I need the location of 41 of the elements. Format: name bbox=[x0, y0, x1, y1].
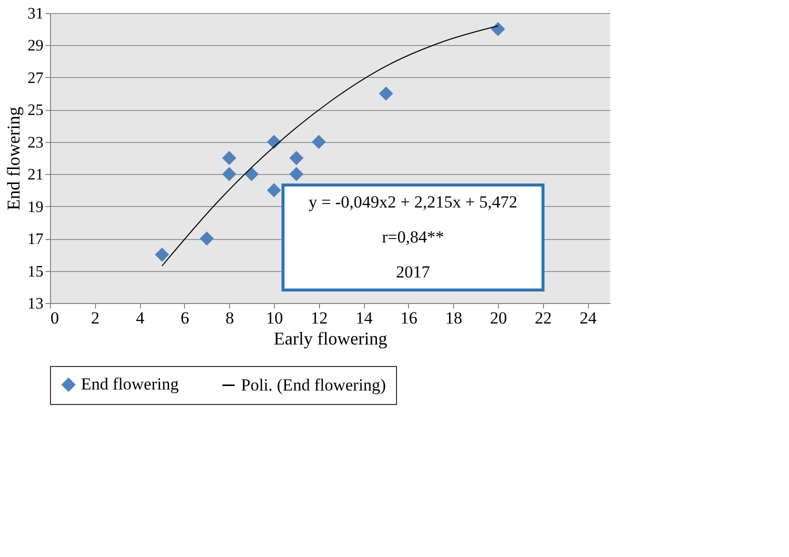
y-tick-label: 27 bbox=[28, 70, 44, 87]
annotation: r=0,84** bbox=[382, 228, 444, 246]
y-tick-label: 19 bbox=[28, 198, 44, 216]
x-tick-label: 2 bbox=[91, 308, 100, 328]
legend-label: End flowering bbox=[81, 374, 180, 394]
y-tick-label: 13 bbox=[28, 296, 44, 312]
y-tick-label: 29 bbox=[28, 38, 44, 55]
x-tick-label: 18 bbox=[445, 308, 462, 328]
x-tick-label: 14 bbox=[356, 308, 374, 328]
point bbox=[490, 22, 506, 36]
point bbox=[200, 231, 214, 246]
y-axis-title: End flowering bbox=[4, 106, 24, 210]
annotation: 2017 bbox=[396, 262, 430, 282]
y-tick-label: 23 bbox=[28, 134, 44, 152]
point bbox=[222, 167, 236, 182]
point bbox=[154, 248, 170, 262]
x-tick-label: 22 bbox=[534, 308, 552, 328]
point bbox=[312, 134, 326, 149]
x-tick-label: 24 bbox=[580, 308, 598, 328]
y-tick-label: 17 bbox=[28, 231, 44, 248]
x-tick-label: 0 bbox=[50, 308, 59, 328]
x-tick-label: 4 bbox=[136, 308, 145, 328]
x-tick-label: 6 bbox=[180, 308, 190, 328]
point bbox=[266, 183, 282, 198]
x-tick-label: 16 bbox=[400, 308, 418, 328]
point bbox=[378, 86, 394, 101]
legend-label: Poli. (End flowering) bbox=[241, 375, 386, 394]
y-tick-label: 25 bbox=[28, 102, 44, 120]
point bbox=[289, 150, 304, 166]
x-tick-label: 20 bbox=[490, 308, 507, 328]
y-tick-label: 15 bbox=[28, 263, 44, 280]
point bbox=[244, 167, 259, 182]
x-tick-label: 12 bbox=[310, 308, 328, 328]
point bbox=[289, 167, 304, 182]
y-tick-label: 31 bbox=[28, 6, 44, 22]
point bbox=[222, 150, 236, 166]
x-axis-title: Early flowering bbox=[274, 328, 388, 348]
y-tick-label: 21 bbox=[28, 166, 44, 184]
x-tick-label: 8 bbox=[225, 308, 234, 328]
annotation: y = -0,049x2 + 2,215x + 5,472 bbox=[308, 192, 518, 212]
x-tick-label: 10 bbox=[266, 308, 283, 328]
